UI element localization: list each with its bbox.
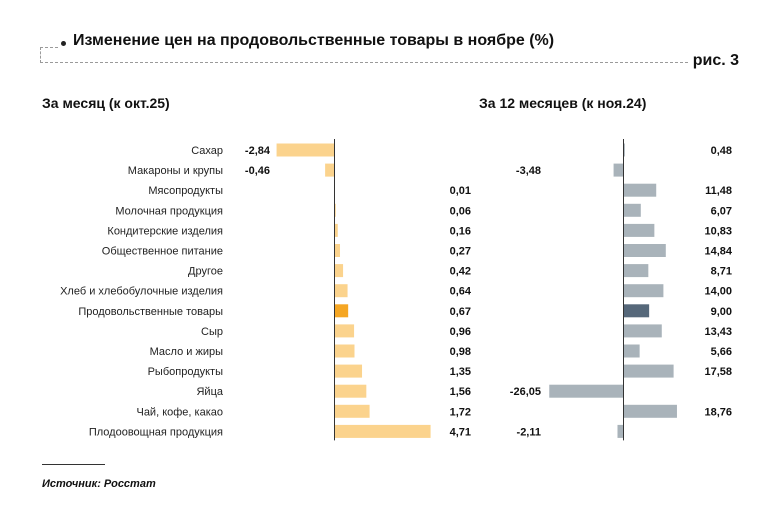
year-value-label: 10,83 — [704, 225, 732, 237]
year-value-label: 18,76 — [704, 406, 732, 418]
category-label: Чай, кофе, какао — [136, 406, 223, 418]
year-value-label: 0,48 — [711, 145, 732, 157]
year-bar — [623, 203, 641, 217]
month-bar — [334, 264, 344, 278]
year-value-label: -26,05 — [510, 386, 541, 398]
category-label: Хлеб и хлебобулочные изделия — [60, 286, 223, 298]
year-bar — [623, 284, 664, 298]
year-bar — [623, 404, 677, 418]
category-label: Яйца — [196, 386, 223, 398]
month-value-label: 0,16 — [450, 225, 471, 237]
category-label: Кондитерские изделия — [107, 225, 223, 237]
month-bar — [334, 203, 336, 217]
month-bar — [334, 424, 431, 438]
month-value-label: 1,72 — [450, 406, 471, 418]
category-label: Сахар — [191, 145, 223, 157]
title-frame-top — [40, 47, 58, 48]
month-bar — [334, 364, 363, 378]
year-bar — [623, 264, 649, 278]
month-bar — [325, 163, 335, 177]
year-bar — [623, 304, 650, 318]
year-bar — [623, 344, 640, 358]
month-bar — [334, 324, 355, 338]
chart-title: Изменение цен на продовольственные товар… — [73, 32, 555, 49]
category-label: Сыр — [201, 326, 223, 338]
category-label: Продовольственные товары — [78, 306, 223, 318]
year-value-label: 14,84 — [704, 246, 732, 258]
year-value-label: 17,58 — [704, 366, 732, 378]
year-value-label: 6,07 — [711, 205, 732, 217]
year-value-label: 13,43 — [704, 326, 732, 338]
month-value-label: 0,01 — [450, 185, 471, 197]
title-frame-left — [40, 47, 41, 63]
year-bar — [623, 223, 655, 237]
category-label: Масло и жиры — [150, 346, 223, 358]
month-value-label: 1,56 — [450, 386, 471, 398]
month-value-label: 0,98 — [450, 346, 471, 358]
year-value-label: 5,66 — [711, 346, 732, 358]
month-bar — [334, 244, 341, 257]
title-frame-bottom — [40, 62, 688, 63]
year-value-label: 8,71 — [711, 266, 732, 278]
month-bar — [334, 384, 367, 398]
category-label: Общественное питание — [102, 246, 223, 258]
month-bar — [334, 344, 355, 358]
month-value-label: 0,64 — [450, 286, 472, 298]
month-value-label: 0,42 — [450, 266, 471, 278]
category-label: Другое — [188, 266, 223, 278]
year-bar — [623, 143, 625, 157]
month-value-label: 0,06 — [450, 205, 471, 217]
month-value-label: 0,96 — [450, 326, 471, 338]
month-value-label: 0,67 — [450, 306, 471, 318]
year-value-label: 14,00 — [704, 286, 732, 298]
year-value-label: 11,48 — [705, 185, 732, 197]
month-bar — [334, 284, 348, 298]
year-value-label: 9,00 — [711, 306, 732, 318]
month-bar — [334, 404, 370, 418]
figure-label: рис. 3 — [692, 52, 739, 69]
month-bar — [334, 223, 338, 237]
month-bar — [276, 143, 335, 157]
category-label: Макароны и крупы — [128, 165, 223, 177]
category-label: Молочная продукция — [115, 205, 223, 217]
month-value-label: 4,71 — [450, 426, 471, 438]
year-bar — [623, 324, 662, 338]
year-bar — [623, 183, 657, 197]
month-value-label: -0,46 — [245, 165, 270, 177]
left-panel-title: За месяц (к окт.25) — [42, 95, 170, 111]
month-value-label: -2,84 — [245, 145, 271, 157]
year-value-label: -3,48 — [516, 165, 541, 177]
month-value-label: 1,35 — [450, 366, 471, 378]
year-bar — [623, 364, 674, 378]
category-label: Рыбопродукты — [148, 366, 224, 378]
year-bar — [549, 384, 624, 398]
year-bar — [623, 244, 666, 257]
month-bar — [334, 304, 349, 318]
year-bar — [613, 163, 624, 177]
source-divider — [42, 464, 105, 465]
month-value-label: 0,27 — [450, 246, 471, 258]
title-bullet — [61, 41, 66, 46]
year-bar — [617, 424, 624, 438]
category-label: Мясопродукты — [148, 185, 223, 197]
right-panel-title: За 12 месяцев (к ноя.24) — [479, 95, 647, 111]
year-value-label: -2,11 — [517, 426, 541, 438]
source-note: Источник: Росстат — [42, 478, 156, 490]
category-label: Плодоовощная продукция — [89, 426, 223, 438]
